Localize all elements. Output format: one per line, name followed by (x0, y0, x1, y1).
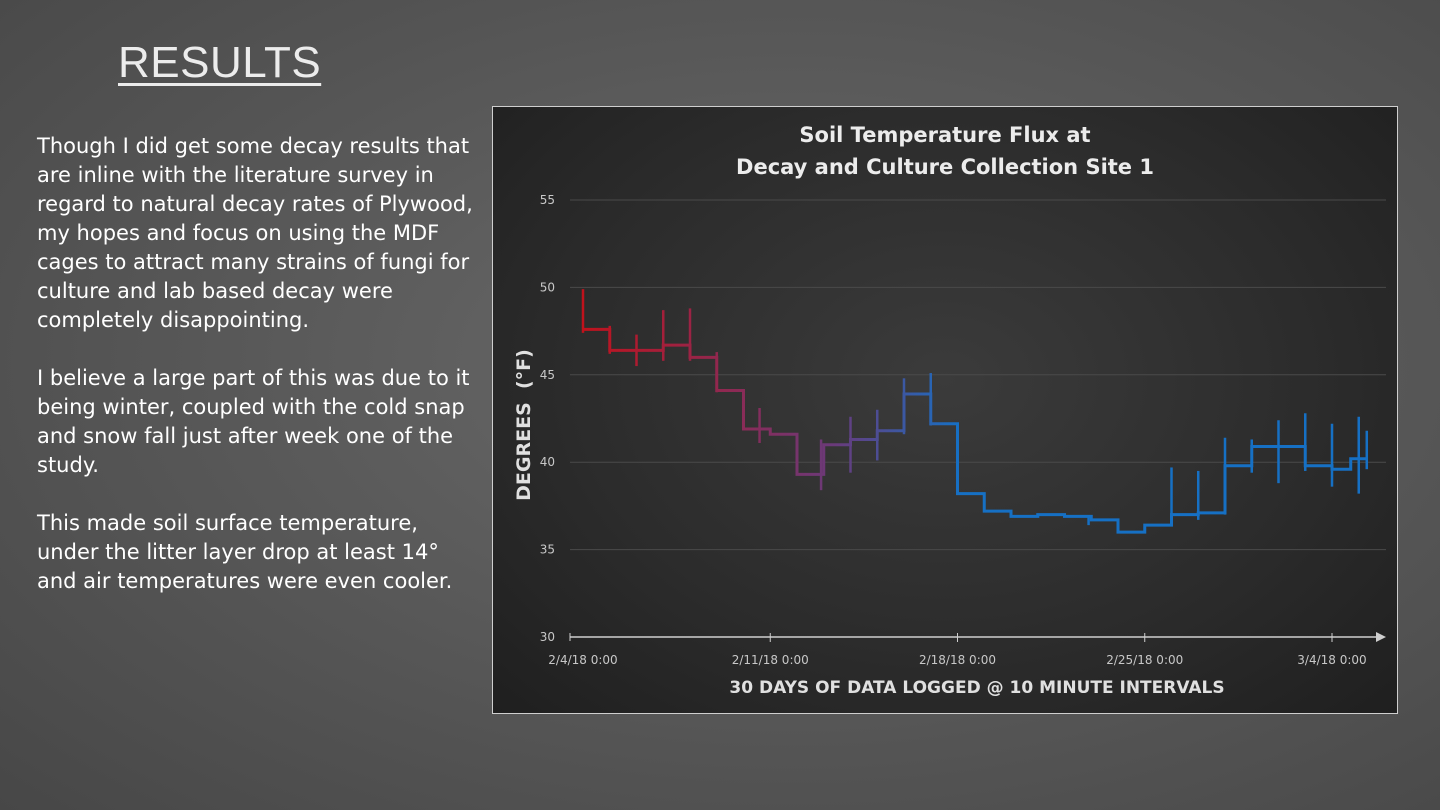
paragraph-2: I believe a large part of this was due t… (37, 364, 477, 480)
temperature-chart: Soil Temperature Flux at Decay and Cultu… (493, 107, 1399, 715)
x-tick-label: 2/4/18 0:00 (548, 653, 617, 667)
y-axis-label: DEGREES (°F) (513, 349, 535, 501)
y-tick-55: 55 (540, 193, 555, 207)
slide-title: RESULTS (118, 38, 321, 88)
x-tick-label: 3/4/18 0:00 (1297, 653, 1366, 667)
y-tick-50: 50 (540, 280, 555, 294)
y-tick-35: 35 (540, 543, 555, 557)
x-axis-label: 30 DAYS OF DATA LOGGED @ 10 MINUTE INTER… (729, 678, 1224, 698)
paragraph-3: This made soil surface temperature, unde… (37, 509, 477, 596)
y-tick-40: 40 (540, 455, 555, 469)
temperature-step-line (583, 329, 1367, 532)
series-soil-temperature (583, 289, 1367, 532)
x-axis-arrow (1376, 632, 1386, 642)
x-tick-labels: 2/4/18 0:00 2/11/18 0:00 2/18/18 0:00 2/25/… (548, 653, 1366, 667)
y-tick-45: 45 (540, 368, 555, 382)
x-tick-label: 2/25/18 0:00 (1106, 653, 1183, 667)
y-tick-30: 30 (540, 630, 555, 644)
x-tick-label: 2/11/18 0:00 (732, 653, 809, 667)
chart-frame: Soil Temperature Flux at Decay and Cultu… (492, 106, 1398, 714)
paragraph-1: Though I did get some decay results that… (37, 132, 477, 335)
x-axis (570, 632, 1386, 642)
x-tick-label: 2/18/18 0:00 (919, 653, 996, 667)
body-text: Though I did get some decay results that… (37, 132, 477, 625)
chart-title-line-2: Decay and Culture Collection Site 1 (736, 155, 1154, 179)
y-tick-labels: 30 35 40 45 50 55 (540, 193, 555, 644)
chart-title-line-1: Soil Temperature Flux at (799, 123, 1090, 147)
gridlines (570, 200, 1386, 550)
